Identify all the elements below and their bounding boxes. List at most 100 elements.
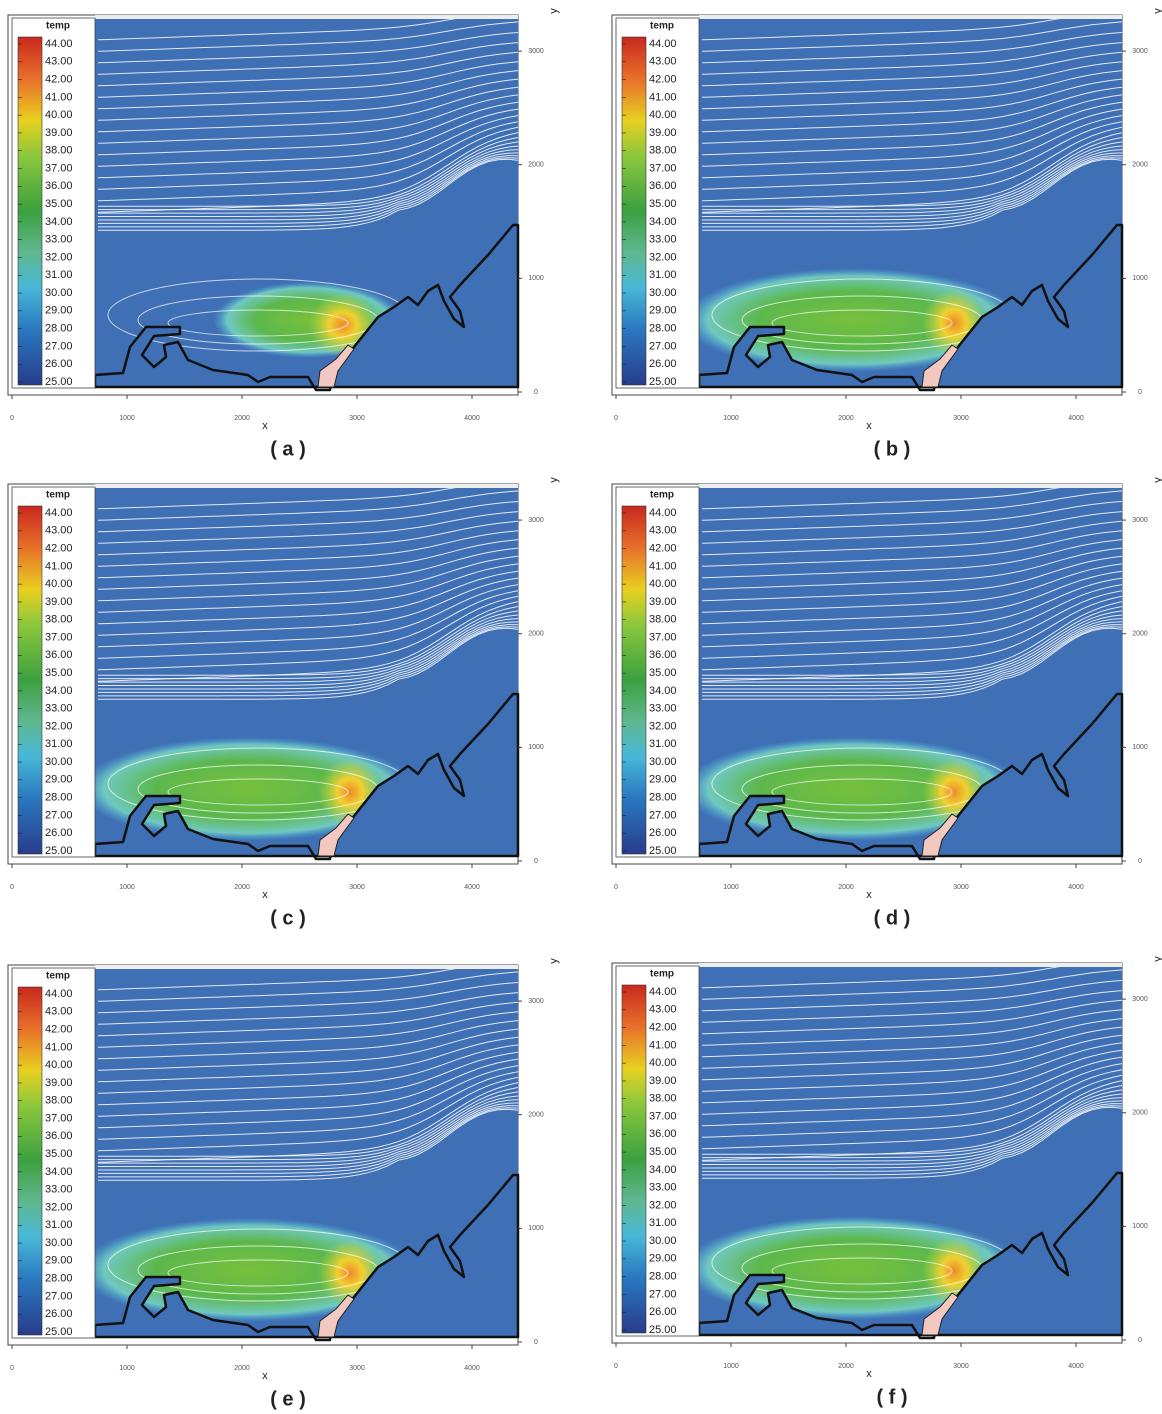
y-axis-label: y [1152, 477, 1162, 483]
colorbar-label: 29.00 [649, 1253, 677, 1265]
streamline [98, 137, 518, 207]
colorbar-label: 41.00 [649, 560, 677, 572]
coastline [93, 223, 520, 392]
streamline [701, 555, 1122, 602]
colorbar-label: 35.00 [649, 198, 677, 210]
colorbar-label: 30.00 [649, 1235, 677, 1247]
streamline [97, 520, 518, 556]
colorbar-title: temp [650, 490, 674, 501]
x-tick-label: 0 [614, 415, 618, 422]
coastline [93, 1173, 520, 1342]
streamline [702, 627, 1122, 700]
jetty [317, 813, 355, 857]
streamline [701, 61, 1122, 98]
streamline [97, 570, 518, 625]
colorbar [17, 36, 43, 386]
water [97, 19, 518, 358]
x-axis-label: x [866, 1368, 872, 1380]
streamline [701, 967, 1122, 989]
x-tick-label: 2000 [234, 415, 250, 422]
colorbar-label: 28.00 [45, 323, 73, 335]
streamline [97, 563, 518, 613]
jetty [921, 1292, 959, 1336]
colorbar-label: 43.00 [45, 1006, 73, 1018]
top-strip [699, 963, 1122, 967]
streamline [97, 70, 518, 110]
colorbar-title: temp [650, 21, 674, 32]
colorbar-label: 40.00 [649, 109, 677, 121]
x-tick-label: 2000 [838, 1363, 854, 1370]
jetty [921, 813, 959, 857]
colorbar-label: 42.00 [45, 542, 73, 554]
colorbar-label: 35.00 [45, 1148, 73, 1160]
colorbar-label: 29.00 [649, 305, 677, 317]
colorbar-label: 43.00 [45, 56, 73, 68]
x-axis-label: x [262, 889, 268, 901]
x-tick-label: 0 [10, 1365, 14, 1372]
streamline [702, 145, 1122, 214]
streamline [702, 158, 1122, 231]
streamline [702, 624, 1122, 693]
streamline [97, 108, 518, 167]
colorbar-label: 31.00 [649, 738, 677, 750]
streamline [98, 606, 518, 676]
colorbar-label: 39.00 [45, 596, 73, 608]
x-tick-label: 3000 [953, 884, 969, 891]
streamline [701, 1063, 1122, 1127]
streamline [97, 1001, 518, 1037]
y-axis-label: y [548, 8, 560, 14]
panel-label: ( b ) [874, 438, 911, 460]
streamline [701, 115, 1122, 179]
y-tick-label: 0 [1138, 858, 1142, 865]
y-tick-label: 2000 [528, 162, 544, 169]
x-tick-label: 4000 [1068, 884, 1084, 891]
streamline [167, 1259, 349, 1287]
colorbar-label: 43.00 [649, 525, 677, 537]
colorbar-label: 30.00 [649, 756, 677, 768]
streamline [97, 1044, 518, 1094]
streamline [97, 1011, 518, 1048]
streamline [701, 547, 1122, 590]
colorbar-label: 28.00 [649, 792, 677, 804]
y-tick-label: 3000 [528, 48, 544, 55]
streamline [702, 1103, 1122, 1172]
colorbar [621, 36, 647, 386]
colorbar-label: 30.00 [45, 287, 73, 299]
colorbar-label: 25.00 [45, 1326, 73, 1338]
streamline [98, 145, 518, 214]
colorbar-label: 36.00 [649, 649, 677, 661]
colorbar-label: 37.00 [649, 1110, 677, 1122]
colorbar-label: 42.00 [649, 1021, 677, 1033]
streamline [702, 626, 1122, 697]
colorbar-label: 38.00 [45, 614, 73, 626]
colorbar-label: 25.00 [45, 845, 73, 857]
colorbar-label: 43.00 [649, 56, 677, 68]
colorbar-label: 28.00 [45, 1273, 73, 1285]
colorbar-label: 27.00 [649, 809, 677, 821]
streamline [701, 563, 1122, 613]
streamline [98, 1087, 518, 1157]
colorbar-label: 31.00 [649, 1217, 677, 1229]
streamline [97, 971, 518, 1002]
streamline [167, 309, 349, 337]
colorbar-label: 38.00 [649, 614, 677, 626]
y-tick-label: 1000 [528, 275, 544, 282]
top-strip [699, 15, 1122, 19]
streamline [702, 614, 1122, 683]
y-tick-label: 2000 [528, 1112, 544, 1119]
panel-label: ( a ) [270, 438, 306, 460]
streamline [701, 1018, 1122, 1058]
y-tick-label: 2000 [1132, 162, 1148, 169]
streamline [98, 155, 518, 224]
colorbar-label: 32.00 [45, 720, 73, 732]
streamline [97, 94, 518, 144]
streamline [97, 547, 518, 590]
colorbar-label: 40.00 [45, 109, 73, 121]
streamline [97, 21, 518, 52]
jetty [317, 1294, 355, 1338]
streamline [701, 1056, 1122, 1115]
streamline [701, 511, 1122, 544]
streamline [701, 78, 1122, 121]
y-tick-label: 0 [534, 858, 538, 865]
